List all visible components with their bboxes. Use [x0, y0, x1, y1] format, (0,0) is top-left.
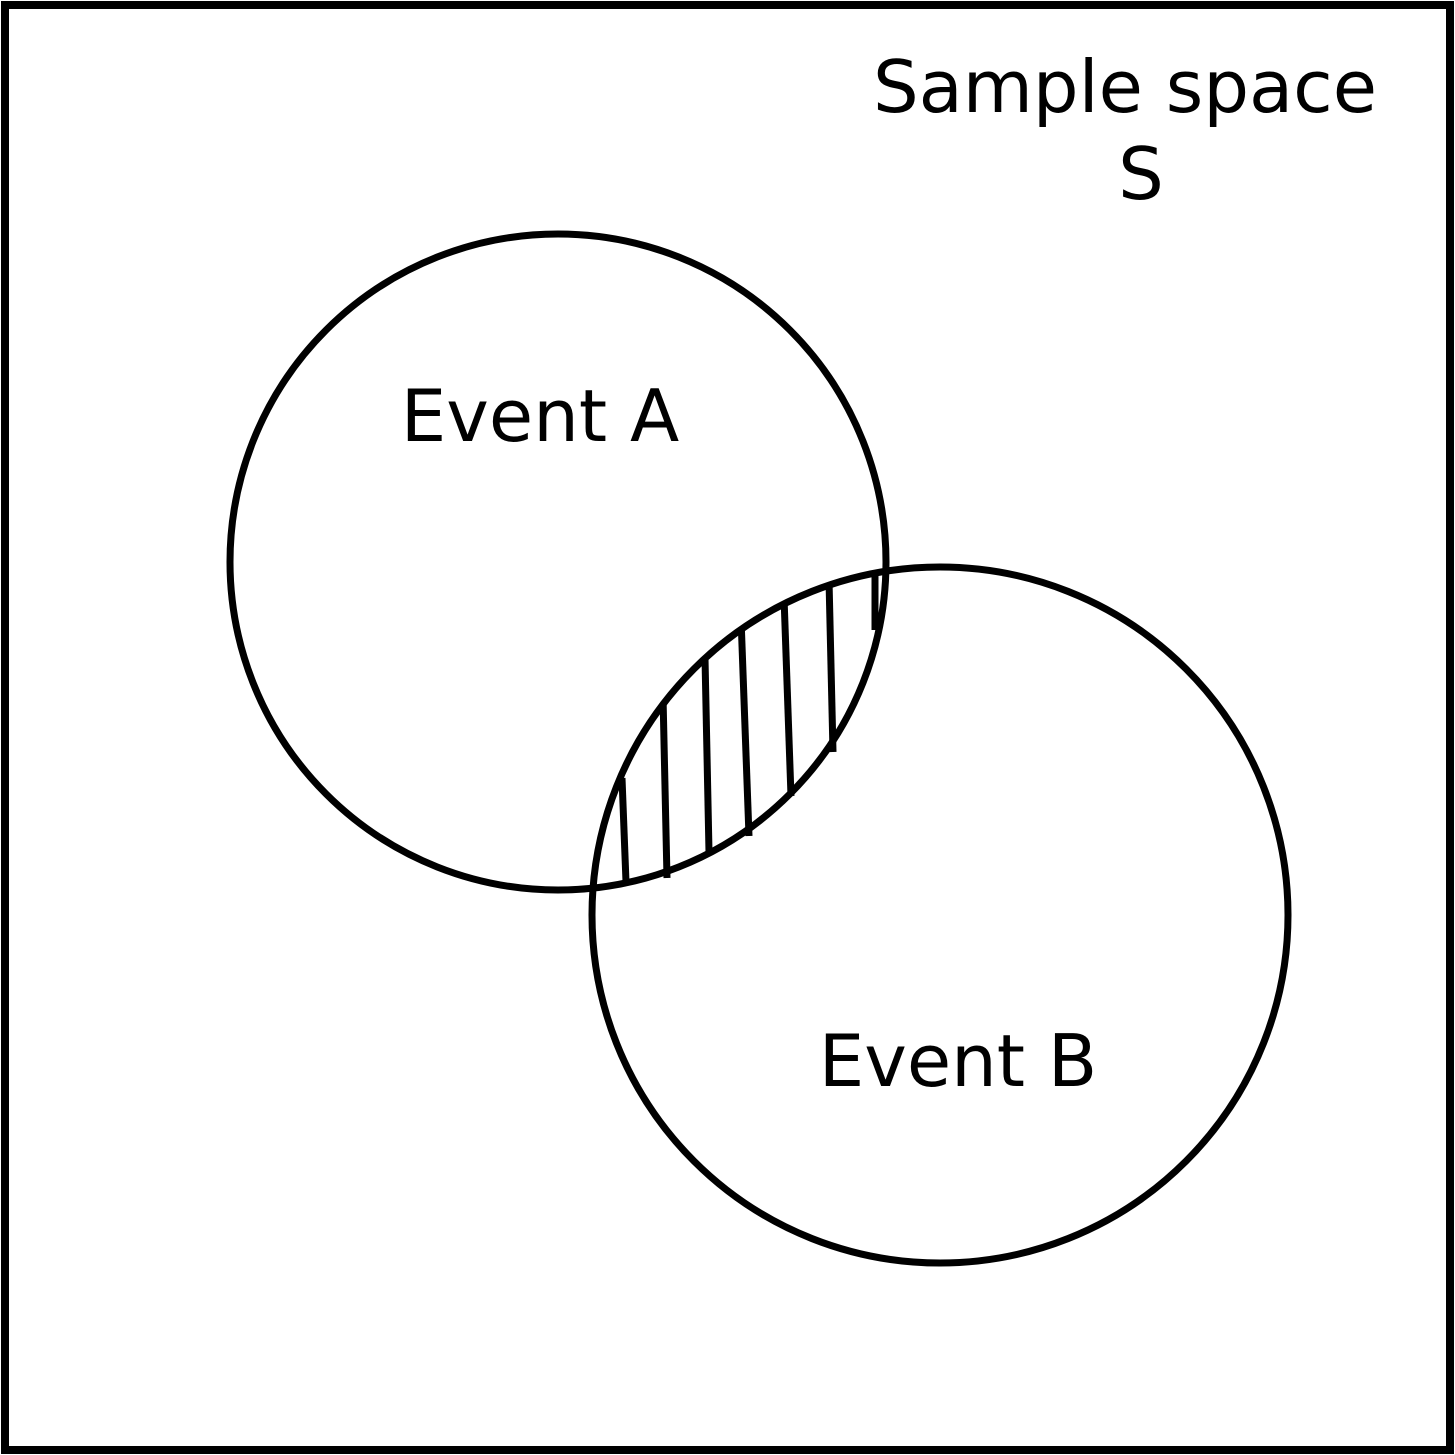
hatch-line: [737, 617, 753, 837]
event-a-circle: [226, 230, 890, 894]
hatch-line: [618, 777, 630, 883]
event-b-circle: [588, 563, 1292, 1267]
intersection-hatching: [618, 567, 879, 883]
hatch-line: [659, 695, 671, 879]
hatch-line: [701, 657, 713, 853]
event-a-label: Event A: [401, 374, 679, 458]
sample-space-label: Sample space: [873, 45, 1377, 129]
event-b-label: Event B: [819, 1019, 1098, 1103]
hatch-line: [780, 596, 795, 797]
hatch-line: [825, 579, 837, 753]
sample-space-symbol: S: [1118, 132, 1164, 216]
